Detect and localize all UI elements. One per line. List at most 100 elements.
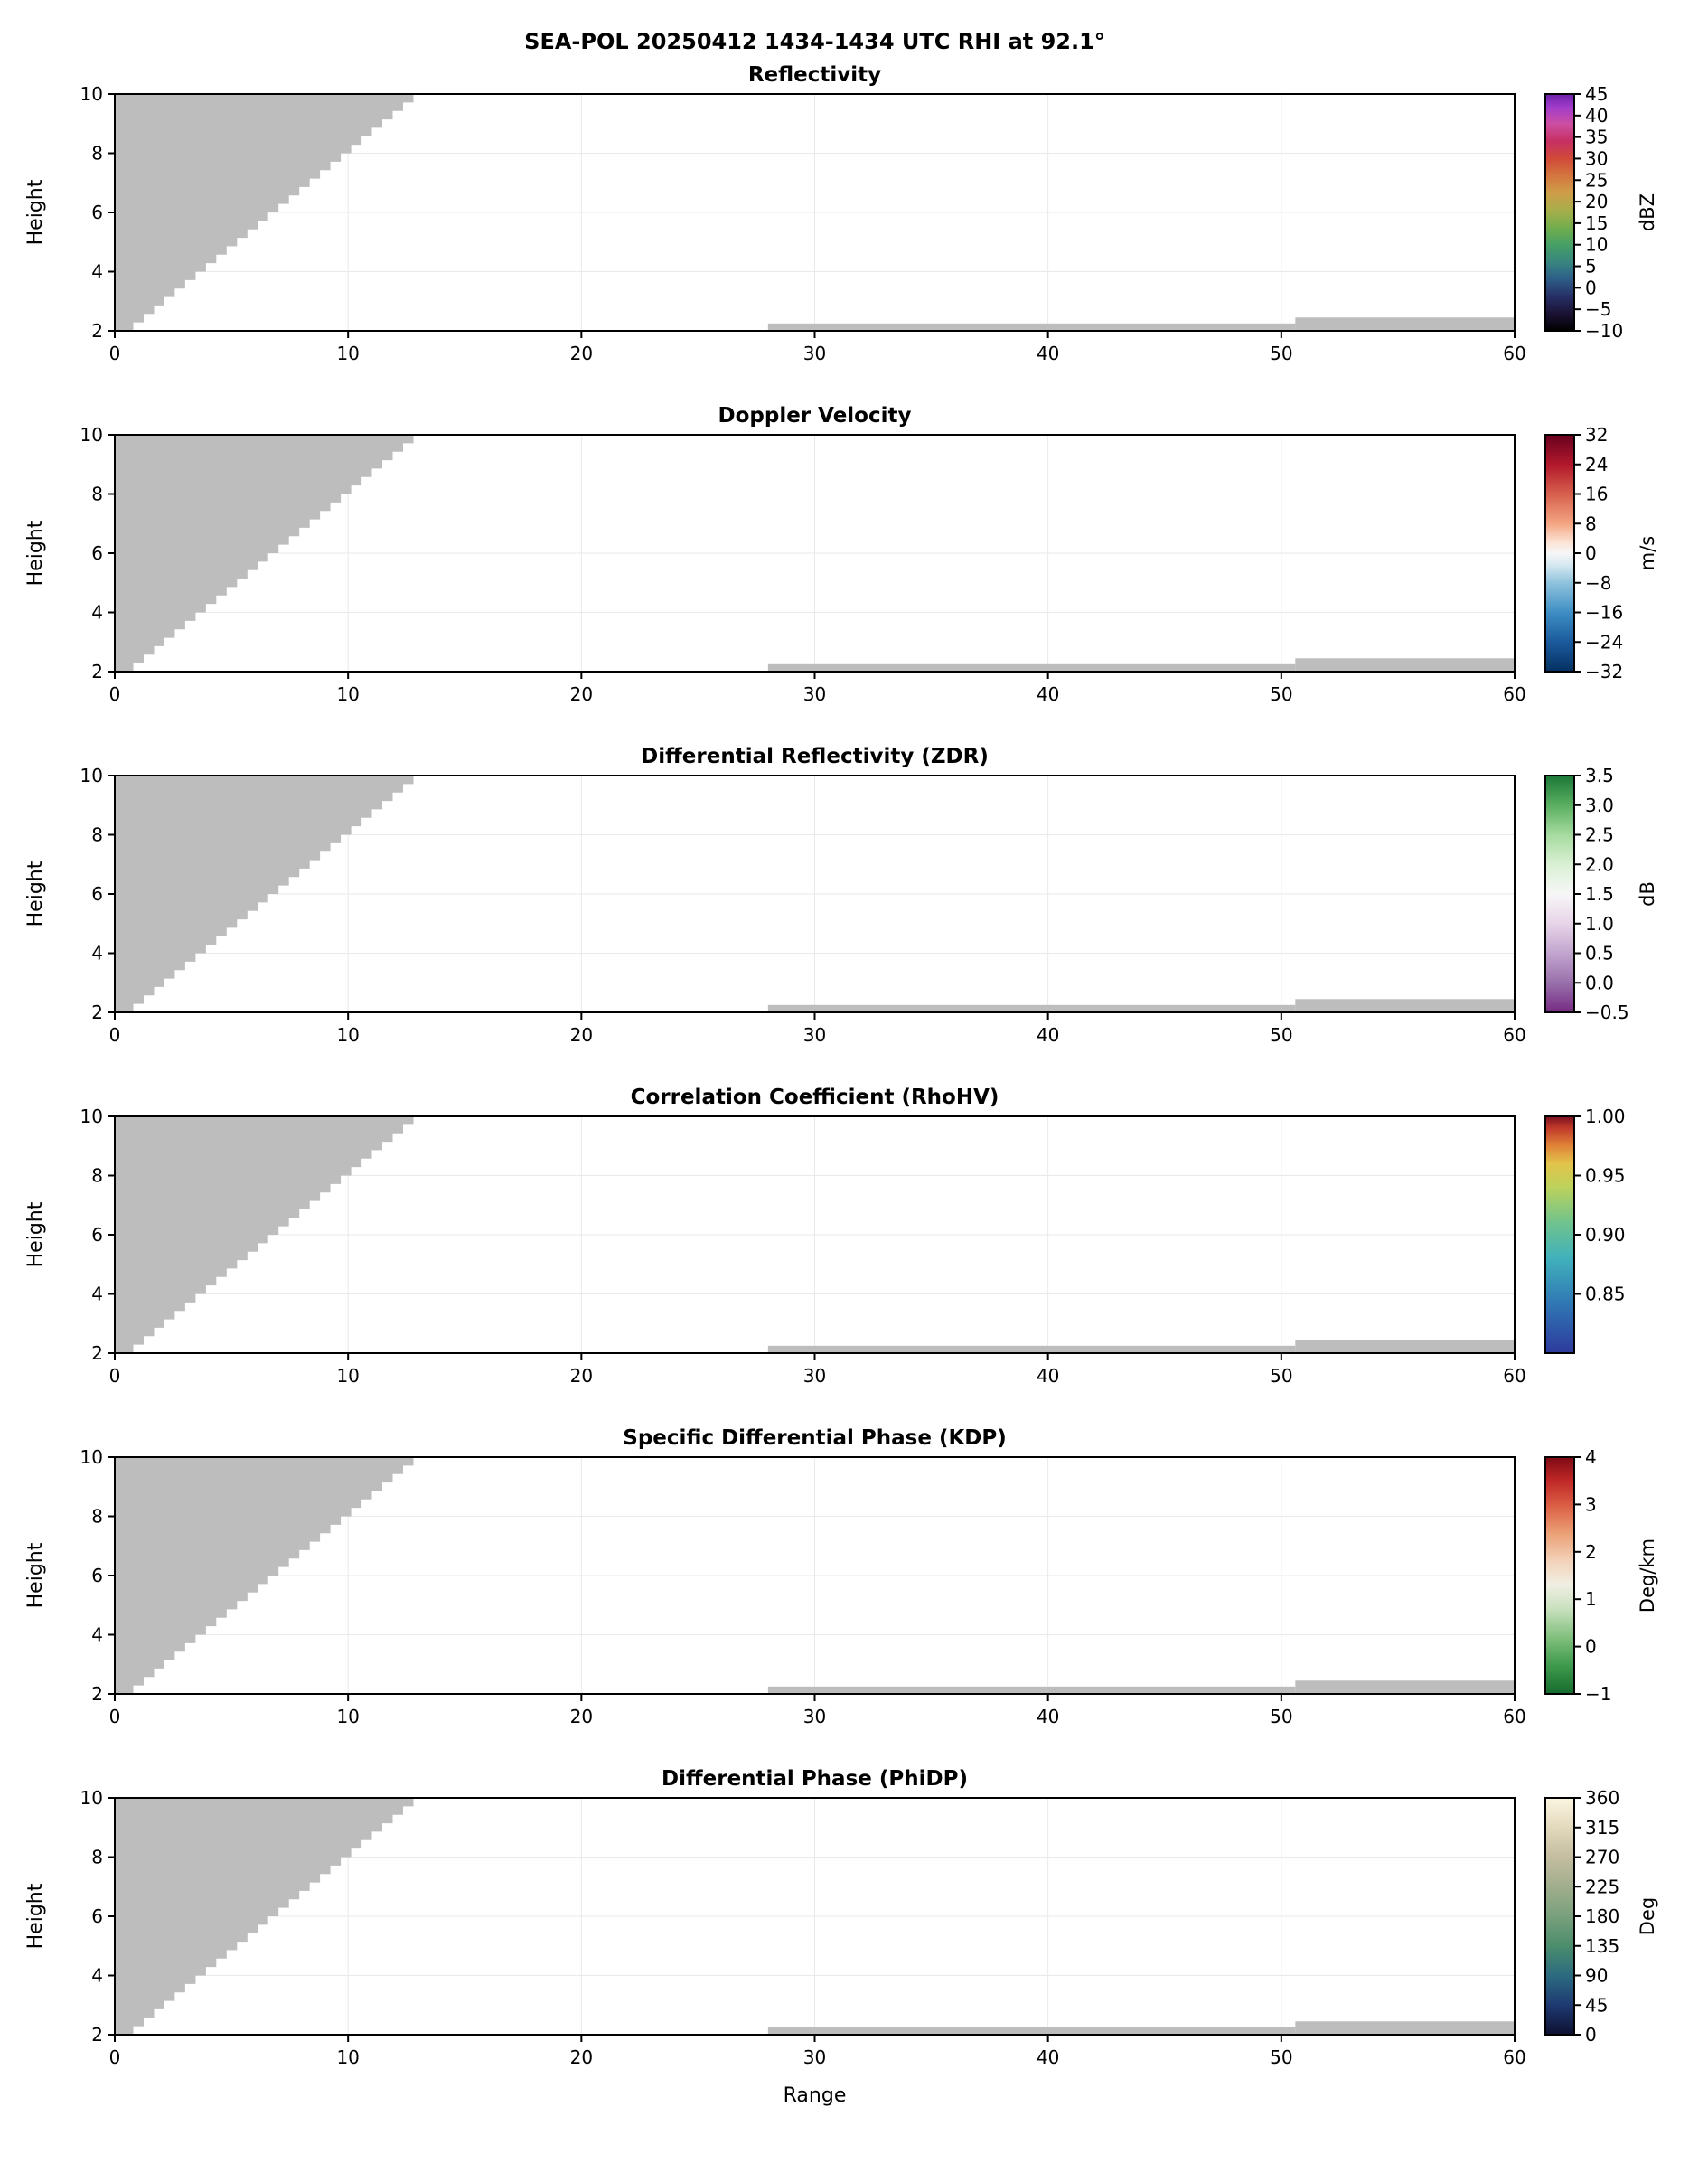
x-tick-label: 10: [336, 1706, 359, 1727]
colorbar-frame: [1544, 93, 1575, 332]
panel-title: Differential Reflectivity (ZDR): [641, 745, 989, 768]
x-tick-label: 50: [1270, 2046, 1292, 2068]
x-tick-label: 60: [1503, 2046, 1525, 2068]
colorbar-tick-label: 35: [1585, 127, 1608, 148]
no-data-mask-strip: [767, 1686, 1296, 1694]
panel-kdp: Specific Differential Phase (KDP)0 10 20 30…: [24, 1426, 1658, 1727]
y-tick-label: 6: [91, 1224, 103, 1246]
y-tick-label: 10: [80, 424, 103, 446]
panel-phidp: Differential Phase (PhiDP)0 10 20 30 40 50 602…: [24, 1767, 1658, 2068]
x-tick-label: 40: [1037, 683, 1059, 705]
x-tick-label: 10: [336, 2046, 359, 2068]
colorbar-tick-label: −16: [1585, 602, 1623, 624]
x-tick-label: 20: [570, 683, 593, 705]
y-tick-label: 6: [91, 1905, 103, 1927]
no-data-mask-strip: [767, 323, 1296, 331]
x-tick-label: 10: [336, 1024, 359, 1046]
colorbar-tick-label: 2: [1585, 1541, 1597, 1563]
colorbar-unit-label: m/s: [1637, 536, 1658, 570]
x-tick-label: 30: [803, 343, 826, 364]
colorbar-tick-label: 1.5: [1585, 883, 1614, 905]
x-tick-label: 50: [1270, 1024, 1292, 1046]
x-tick-label: 50: [1270, 1365, 1292, 1387]
y-tick-label: 2: [91, 1342, 103, 1364]
no-data-mask-strip: [767, 663, 1296, 672]
colorbar-tick-label: 1: [1585, 1588, 1597, 1610]
y-axis-label: Height: [24, 520, 47, 586]
colorbar-gradient: [1545, 1116, 1574, 1353]
colorbar-tick-label: 20: [1585, 191, 1608, 212]
y-tick-label: 8: [91, 1506, 103, 1528]
no-data-mask-wedge: [115, 435, 414, 672]
panel-title: Specific Differential Phase (KDP): [623, 1426, 1007, 1450]
y-tick-label: 10: [80, 1446, 103, 1468]
x-tick-label: 60: [1503, 343, 1525, 364]
colorbar-tick-label: −0.5: [1585, 1002, 1629, 1023]
colorbar-tick-label: 16: [1585, 484, 1608, 505]
no-data-mask-strip: [767, 2027, 1296, 2035]
y-tick-label: 8: [91, 1847, 103, 1868]
no-data-mask-strip: [1295, 2021, 1515, 2035]
colorbar-tick-label: 15: [1585, 212, 1608, 234]
x-tick-label: 40: [1037, 343, 1059, 364]
y-axis-label: Height: [24, 1883, 47, 1949]
colorbar-tick-label: −10: [1585, 320, 1623, 342]
no-data-mask-strip: [1295, 658, 1515, 672]
no-data-mask-wedge: [115, 1457, 414, 1694]
colorbar-tick-label: 24: [1585, 454, 1608, 475]
no-data-mask-strip: [1295, 1680, 1515, 1694]
y-tick-label: 2: [91, 1002, 103, 1023]
x-tick-label: 60: [1503, 1706, 1525, 1727]
x-tick-label: 30: [803, 1706, 826, 1727]
x-tick-label: 20: [570, 343, 593, 364]
y-tick-label: 4: [91, 261, 103, 283]
no-data-mask-strip: [1295, 1340, 1515, 1353]
x-axis-label: Range: [784, 2084, 847, 2107]
x-tick-label: 10: [336, 683, 359, 705]
y-tick-label: 2: [91, 320, 103, 342]
x-tick-label: 30: [803, 2046, 826, 2068]
no-data-mask-wedge: [115, 1116, 414, 1353]
colorbar-tick-label: 0.90: [1585, 1224, 1626, 1246]
x-tick-label: 0: [109, 2046, 121, 2068]
panel-title: Reflectivity: [748, 63, 881, 87]
no-data-mask-strip: [1295, 999, 1515, 1012]
colorbar-tick-label: 1.0: [1585, 913, 1614, 935]
y-tick-label: 8: [91, 824, 103, 846]
panel-rhohv: Correlation Coefficient (RhoHV)0 10 20 30 40…: [24, 1086, 1626, 1387]
colorbar-tick-label: −24: [1585, 631, 1623, 653]
x-tick-label: 0: [109, 683, 121, 705]
colorbar-tick-label: 135: [1585, 1935, 1619, 1957]
y-tick-label: 10: [80, 83, 103, 105]
x-tick-label: 60: [1503, 683, 1525, 705]
x-tick-label: 0: [109, 1706, 121, 1727]
colorbar-tick-label: −1: [1585, 1683, 1611, 1705]
colorbar-tick-label: 0: [1585, 277, 1597, 298]
colorbar-tick-label: 0.5: [1585, 943, 1614, 964]
x-tick-label: 20: [570, 1024, 593, 1046]
colorbar-frame: [1544, 1456, 1575, 1695]
colorbar-tick-label: 25: [1585, 169, 1608, 191]
colorbar-tick-label: 3: [1585, 1493, 1597, 1515]
y-tick-label: 8: [91, 484, 103, 505]
colorbar-tick-label: 10: [1585, 234, 1608, 256]
colorbar-tick-label: −5: [1585, 298, 1611, 320]
y-axis-label: Height: [24, 1201, 47, 1267]
x-tick-label: 10: [336, 343, 359, 364]
colorbar-tick-label: 0: [1585, 542, 1597, 564]
figure-suptitle: SEA-POL 20250412 1434-1434 UTC RHI at 92…: [524, 29, 1105, 54]
x-tick-label: 30: [803, 1024, 826, 1046]
y-axis-label: Height: [24, 1542, 47, 1608]
y-tick-label: 6: [91, 1565, 103, 1586]
x-tick-label: 40: [1037, 2046, 1059, 2068]
colorbar-tick-label: 180: [1585, 1905, 1619, 1927]
x-tick-label: 20: [570, 2046, 593, 2068]
colorbar-tick-label: −32: [1585, 661, 1623, 682]
no-data-mask-strip: [767, 1345, 1296, 1353]
colorbar-tick-label: 40: [1585, 105, 1608, 127]
x-tick-label: 50: [1270, 1706, 1292, 1727]
colorbar-tick-label: 30: [1585, 147, 1608, 169]
y-tick-label: 4: [91, 1624, 103, 1646]
